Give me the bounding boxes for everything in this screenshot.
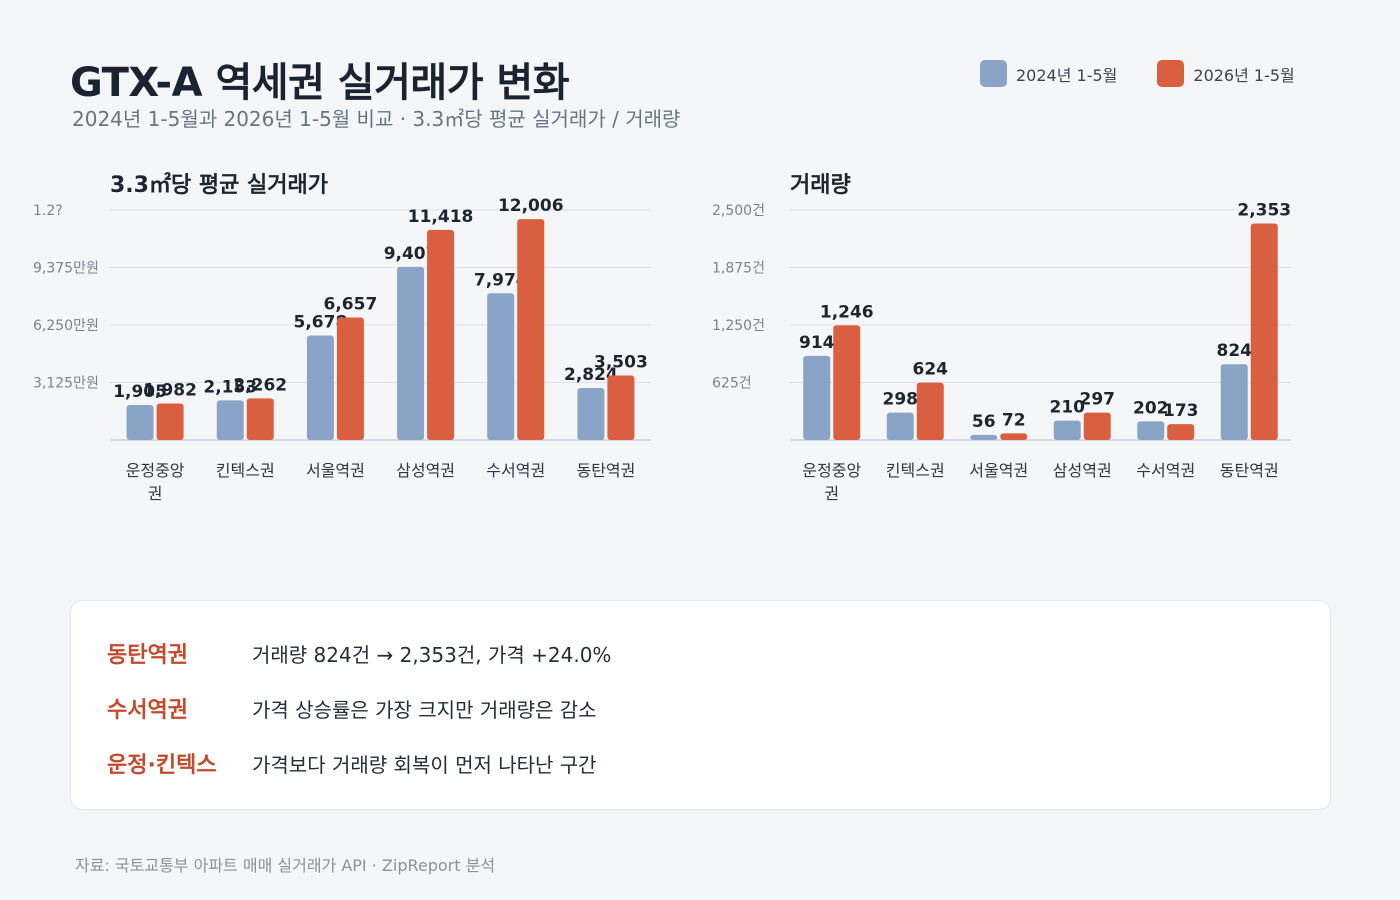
- bar: [427, 229, 455, 440]
- legend-label-2024: 2024년 1-5월: [1016, 65, 1118, 85]
- data-label: 914: [799, 333, 835, 353]
- x-tick-label: 수서역권: [1136, 461, 1195, 480]
- x-tick-label: 운정중앙 권: [802, 461, 861, 503]
- bar: [1250, 223, 1278, 440]
- bar: [306, 335, 334, 440]
- y-tick-label: 1.2?: [33, 203, 63, 219]
- y-tick-label: 2,500건: [712, 203, 765, 219]
- data-label: 56: [972, 412, 996, 432]
- bar: [886, 412, 914, 440]
- x-tick-label: 수서역권: [486, 461, 545, 480]
- x-tick-label: 삼성역권: [1053, 461, 1112, 480]
- charts-canvas: 3.3㎡당 평균 실거래가 1.2? 9,375만원 6,250만원 3,125만원 1,…: [33, 172, 1291, 503]
- y-tick-label: 3,125만원: [33, 376, 99, 392]
- insight-row: 수서역권 가격 상승률은 가장 크지만 거래량은 감소: [107, 692, 597, 724]
- bar: [336, 317, 364, 440]
- legend: 2024년 1-5월 2026년 1-5월: [980, 60, 1335, 87]
- data-label: 72: [1002, 410, 1026, 430]
- data-label: 173: [1163, 401, 1199, 421]
- insight-text: 거래량 824건 → 2,353건, 가격 +24.0%: [252, 642, 612, 667]
- insight-text: 가격 상승률은 가장 크지만 거래량은 감소: [252, 697, 597, 722]
- data-label: 624: [913, 360, 949, 380]
- bar: [487, 293, 515, 440]
- bar: [126, 404, 154, 440]
- page-subtitle: 2024년 1-5월과 2026년 1-5월 비교 · 3.3㎡당 평균 실거래…: [72, 107, 681, 131]
- y-tick-label: 1,250건: [712, 318, 765, 334]
- bar: [1220, 364, 1248, 440]
- data-label: 210: [1050, 398, 1086, 418]
- data-label: 6,657: [324, 295, 378, 315]
- insight-heading: 동탄역권: [107, 643, 188, 668]
- data-label: 297: [1080, 390, 1116, 410]
- data-label: 824: [1217, 341, 1253, 361]
- x-tick-label: 서울역권: [969, 461, 1028, 480]
- bar: [803, 355, 831, 440]
- y-tick-label: 625건: [712, 376, 752, 392]
- legend-item-2024: 2024년 1-5월: [980, 60, 1117, 87]
- data-label: 2,153: [203, 377, 257, 397]
- insight-row: 운정·킨텍스 가격보다 거래량 회복이 먼저 나타난 구간: [107, 747, 597, 779]
- data-label: 5,678: [294, 313, 348, 333]
- data-label: 298: [883, 390, 919, 410]
- bar: [577, 388, 605, 440]
- legend-item-2026: 2026년 1-5월: [1157, 60, 1295, 87]
- data-label: 3,503: [594, 353, 648, 373]
- bar: [1083, 412, 1111, 440]
- data-label: 1,982: [143, 381, 197, 401]
- legend-swatch-2026: [1157, 60, 1185, 87]
- bar: [1167, 424, 1195, 440]
- insight-heading: 수서역권: [107, 698, 188, 723]
- y-tick-label: 9,375만원: [33, 261, 99, 277]
- bar: [1137, 421, 1165, 440]
- bar: [916, 382, 944, 440]
- x-tick-label: 운정중앙 권: [126, 461, 185, 503]
- x-tick-label: 동탄역권: [1220, 461, 1279, 480]
- data-label: 11,418: [408, 207, 474, 227]
- chart-title: 3.3㎡당 평균 실거래가: [110, 172, 328, 198]
- data-label: 7,974: [474, 270, 528, 290]
- bar: [246, 398, 274, 440]
- insight-box: 동탄역권 거래량 824건 → 2,353건, 가격 +24.0% 수서역권 가…: [70, 600, 1331, 810]
- legend-label-2026: 2026년 1-5월: [1193, 65, 1295, 85]
- insight-text: 가격보다 거래량 회복이 먼저 나타난 구간: [252, 752, 597, 777]
- bar: [517, 219, 545, 440]
- source-note: 자료: 국토교통부 아파트 매매 실거래가 API · ZipReport 분석: [75, 856, 496, 875]
- bar: [1053, 420, 1081, 440]
- data-label: 9,407: [384, 244, 438, 264]
- data-label: 2,353: [1237, 201, 1291, 221]
- x-tick-label: 서울역권: [306, 461, 365, 480]
- y-tick-label: 6,250만원: [33, 318, 99, 334]
- bar: [397, 266, 425, 440]
- data-label: 2,824: [564, 365, 618, 385]
- page-title: GTX-A 역세권 실거래가 변화: [70, 60, 570, 106]
- insight-heading: 운정·킨텍스: [107, 753, 217, 778]
- x-tick-label: 킨텍스권: [216, 461, 275, 480]
- x-tick-label: 삼성역권: [396, 461, 455, 480]
- bar: [607, 375, 635, 440]
- data-label: 1,905: [113, 382, 167, 402]
- x-tick-label: 킨텍스권: [886, 461, 945, 480]
- data-label: 2,262: [233, 375, 287, 395]
- data-label: 1,246: [820, 302, 874, 322]
- data-label: 202: [1133, 398, 1169, 418]
- bar: [216, 400, 244, 440]
- chart-title: 거래량: [790, 173, 851, 198]
- legend-swatch-2024: [980, 60, 1007, 87]
- data-label: 12,006: [498, 196, 564, 216]
- y-tick-label: 1,875건: [712, 261, 765, 277]
- bar: [833, 325, 861, 440]
- bar: [970, 434, 998, 440]
- x-tick-label: 동탄역권: [576, 461, 635, 480]
- bar: [156, 403, 184, 440]
- insight-row: 동탄역권 거래량 824건 → 2,353건, 가격 +24.0%: [107, 637, 611, 669]
- bar: [1000, 433, 1028, 440]
